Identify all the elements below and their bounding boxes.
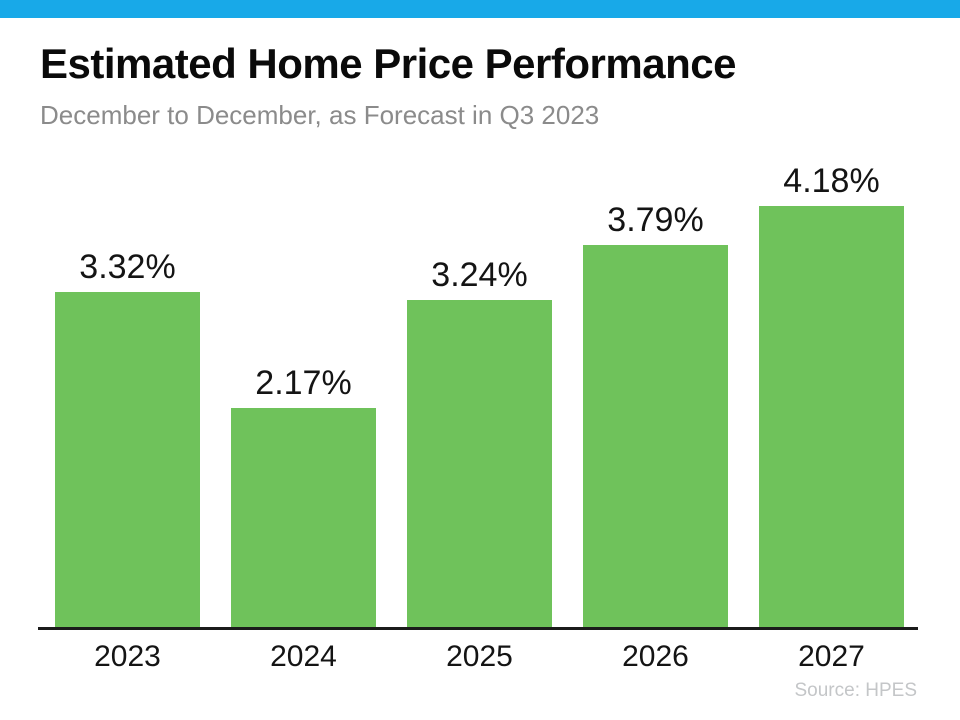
bar-column-2023: 3.32%	[55, 250, 200, 627]
bar-value-label: 3.24%	[431, 256, 528, 294]
bar-column-2027: 4.18%	[759, 164, 904, 627]
bar-column-2025: 3.24%	[407, 258, 552, 627]
x-tick-label-2023: 2023	[94, 640, 161, 673]
x-tick-label-2024: 2024	[270, 640, 337, 673]
bar-value-label: 2.17%	[255, 364, 352, 402]
bar-column-2024: 2.17%	[231, 366, 376, 627]
bar-2026	[583, 245, 728, 627]
bar-column-2026: 3.79%	[583, 203, 728, 627]
bar-chart: 3.32% 2.17% 3.24% 3.79% 4.18% 2023 2024 2025 20…	[0, 150, 960, 680]
x-tick-label-2026: 2026	[622, 640, 689, 673]
page-title: Estimated Home Price Performance	[40, 40, 736, 87]
source-caption: Source: HPES	[794, 680, 918, 701]
bar-2027	[759, 206, 904, 627]
bar-2023	[55, 292, 200, 627]
bar-2025	[407, 300, 552, 627]
bars-area: 3.32% 2.17% 3.24% 3.79% 4.18%	[55, 150, 904, 627]
x-axis-labels: 2023 2024 2025 2026 2027	[55, 640, 904, 674]
x-tick-label-2027: 2027	[798, 640, 865, 673]
accent-top-bar	[0, 0, 960, 18]
x-axis-line	[38, 627, 918, 630]
page-subtitle: December to December, as Forecast in Q3 …	[40, 100, 600, 130]
x-tick-label-2025: 2025	[446, 640, 513, 673]
bar-value-label: 3.79%	[607, 201, 704, 239]
bar-value-label: 3.32%	[79, 248, 176, 286]
bar-2024	[231, 408, 376, 627]
bar-value-label: 4.18%	[783, 162, 880, 200]
